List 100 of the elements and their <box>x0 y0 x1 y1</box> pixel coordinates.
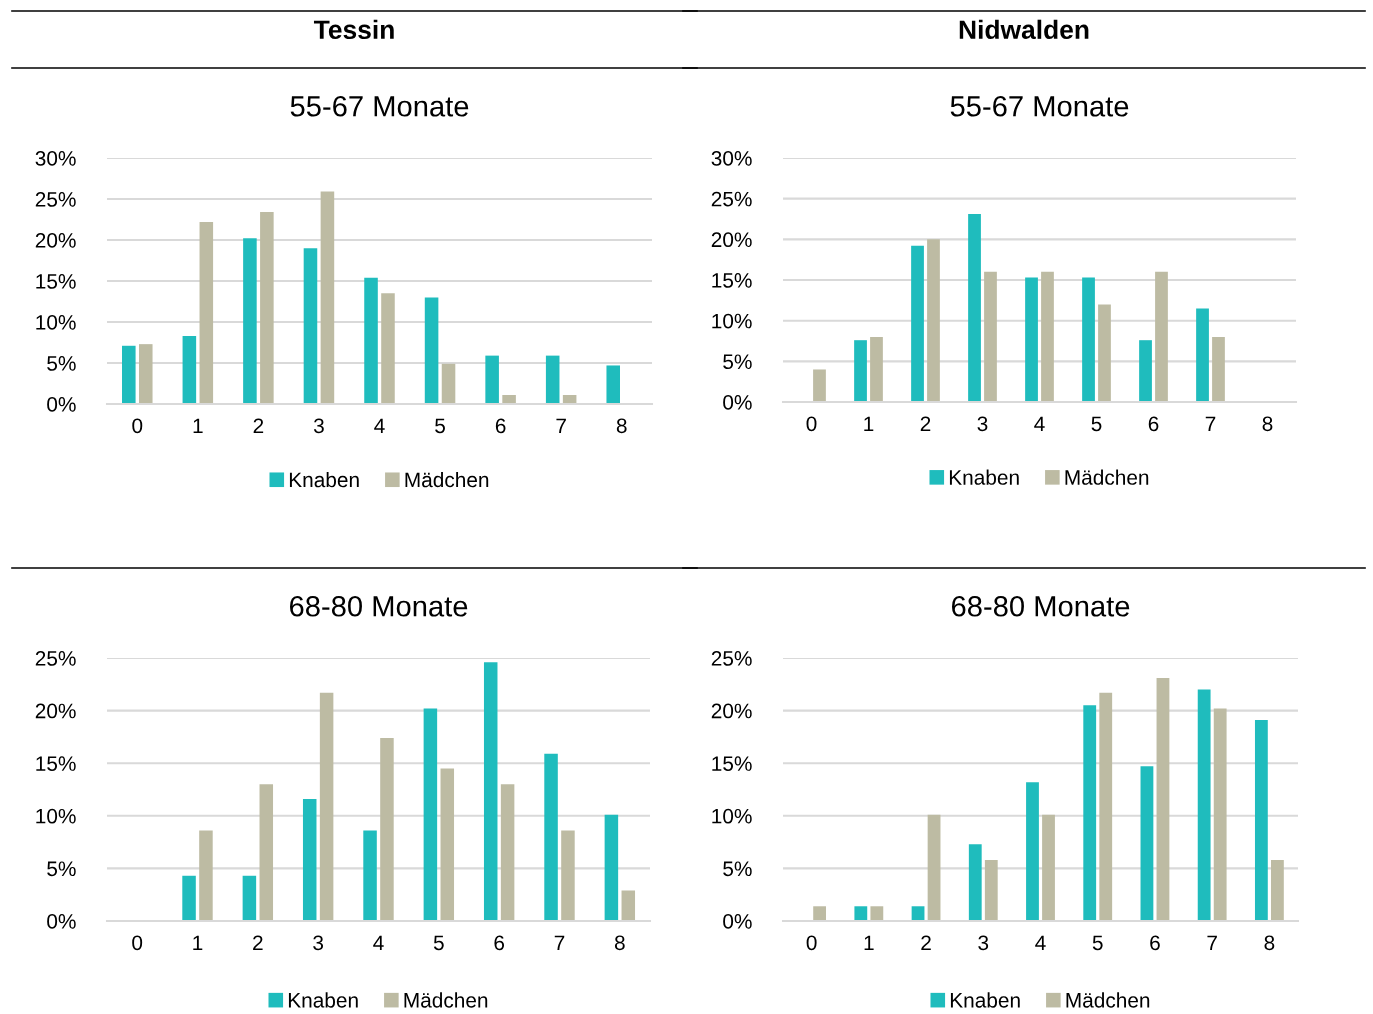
bar <box>424 297 439 404</box>
bar <box>303 248 318 404</box>
y-tick-label: 10% <box>36 808 76 824</box>
bar <box>381 293 395 404</box>
x-tick-label: 2 <box>921 935 931 950</box>
y-tick-label: 15% <box>712 273 752 288</box>
bar <box>621 890 636 921</box>
bar <box>1140 766 1154 921</box>
y-tick-label: 30% <box>35 151 76 166</box>
bar <box>1099 692 1113 921</box>
bar <box>364 277 378 404</box>
bar <box>1197 689 1211 921</box>
x-tick-label: 5 <box>435 418 445 434</box>
bar <box>968 214 981 402</box>
bar <box>1254 720 1268 921</box>
x-tick-label: 4 <box>1035 935 1046 950</box>
legend-label: Mädchen <box>405 471 489 488</box>
y-tick-label: 30% <box>711 151 752 166</box>
y-tick-label: 0% <box>47 914 76 929</box>
x-tick-label: 5 <box>1091 416 1102 432</box>
legend-label: Knaben <box>949 469 1019 485</box>
bar <box>1041 271 1054 402</box>
bar <box>561 830 575 921</box>
x-tick-label: 3 <box>978 935 989 951</box>
legend-label: Mädchen <box>1065 469 1149 485</box>
x-tick-label: 1 <box>193 418 203 433</box>
legend-label: Knaben <box>288 992 358 1008</box>
legend-label: Mädchen <box>404 992 488 1008</box>
bar <box>927 814 941 921</box>
bar <box>1098 304 1111 402</box>
bar <box>485 355 499 404</box>
x-tick-label: 6 <box>495 418 506 434</box>
bar <box>984 271 997 402</box>
legend-label: Knaben <box>950 992 1020 1008</box>
bar <box>604 814 619 921</box>
bar <box>502 394 516 404</box>
y-tick-label: 5% <box>723 861 752 877</box>
y-tick-label: 20% <box>711 232 752 248</box>
bar <box>1042 814 1055 921</box>
bar <box>870 336 883 402</box>
x-tick-label: 3 <box>313 418 324 434</box>
x-tick-label: 8 <box>614 935 625 951</box>
bar <box>441 363 456 404</box>
bar <box>483 662 498 921</box>
bar <box>302 798 317 921</box>
x-tick-label: 0 <box>132 935 143 951</box>
x-tick-label: 4 <box>373 935 384 950</box>
y-tick-label: 15% <box>712 756 752 771</box>
legend-label: Knaben <box>289 471 359 488</box>
x-tick-label: 8 <box>1262 416 1273 432</box>
bar <box>545 355 560 404</box>
bar <box>259 784 274 921</box>
bar <box>199 830 213 921</box>
x-tick-label: 2 <box>920 416 931 431</box>
y-tick-label: 15% <box>36 274 76 289</box>
bar <box>1082 277 1095 402</box>
bar <box>813 906 827 921</box>
y-tick-label: 25% <box>711 651 752 666</box>
bar <box>1213 708 1227 921</box>
bar <box>319 692 334 921</box>
bar <box>968 844 982 921</box>
y-tick-label: 5% <box>47 861 76 877</box>
x-tick-label: 6 <box>1148 416 1159 432</box>
y-tick-label: 10% <box>712 313 752 329</box>
y-tick-label: 25% <box>711 191 752 207</box>
y-tick-label: 10% <box>712 808 752 824</box>
bar <box>1026 782 1039 921</box>
bar <box>1212 336 1225 402</box>
bar <box>813 369 826 402</box>
bar <box>544 753 558 921</box>
bar <box>182 875 196 921</box>
bar <box>1025 277 1038 402</box>
bar <box>854 340 867 402</box>
legend-label: Mädchen <box>1066 992 1150 1008</box>
x-tick-label: 1 <box>864 935 874 950</box>
x-tick-label: 1 <box>193 935 203 950</box>
y-tick-label: 25% <box>35 651 76 666</box>
chart-title: 68-80 Monate <box>952 595 1130 617</box>
bar <box>363 830 377 921</box>
bar <box>199 221 214 404</box>
x-tick-label: 3 <box>313 935 324 951</box>
x-tick-label: 0 <box>132 418 143 434</box>
y-tick-label: 20% <box>711 703 752 719</box>
x-tick-label: 4 <box>374 418 385 433</box>
bar <box>1139 340 1152 402</box>
bar <box>870 906 884 921</box>
bar <box>1270 859 1284 921</box>
text: Nidwalden <box>959 19 1089 40</box>
x-tick-label: 5 <box>1092 935 1103 951</box>
bar <box>242 875 257 921</box>
x-tick-label: 7 <box>1205 416 1216 431</box>
bar <box>854 906 868 921</box>
y-tick-label: 0% <box>723 395 752 410</box>
y-tick-label: 5% <box>723 354 752 370</box>
bar <box>1156 677 1170 921</box>
x-tick-label: 8 <box>1264 935 1275 951</box>
y-tick-label: 0% <box>723 914 752 929</box>
chart-title: 55-67 Monate <box>950 95 1129 117</box>
bar <box>423 708 438 921</box>
y-tick-label: 20% <box>35 233 76 248</box>
